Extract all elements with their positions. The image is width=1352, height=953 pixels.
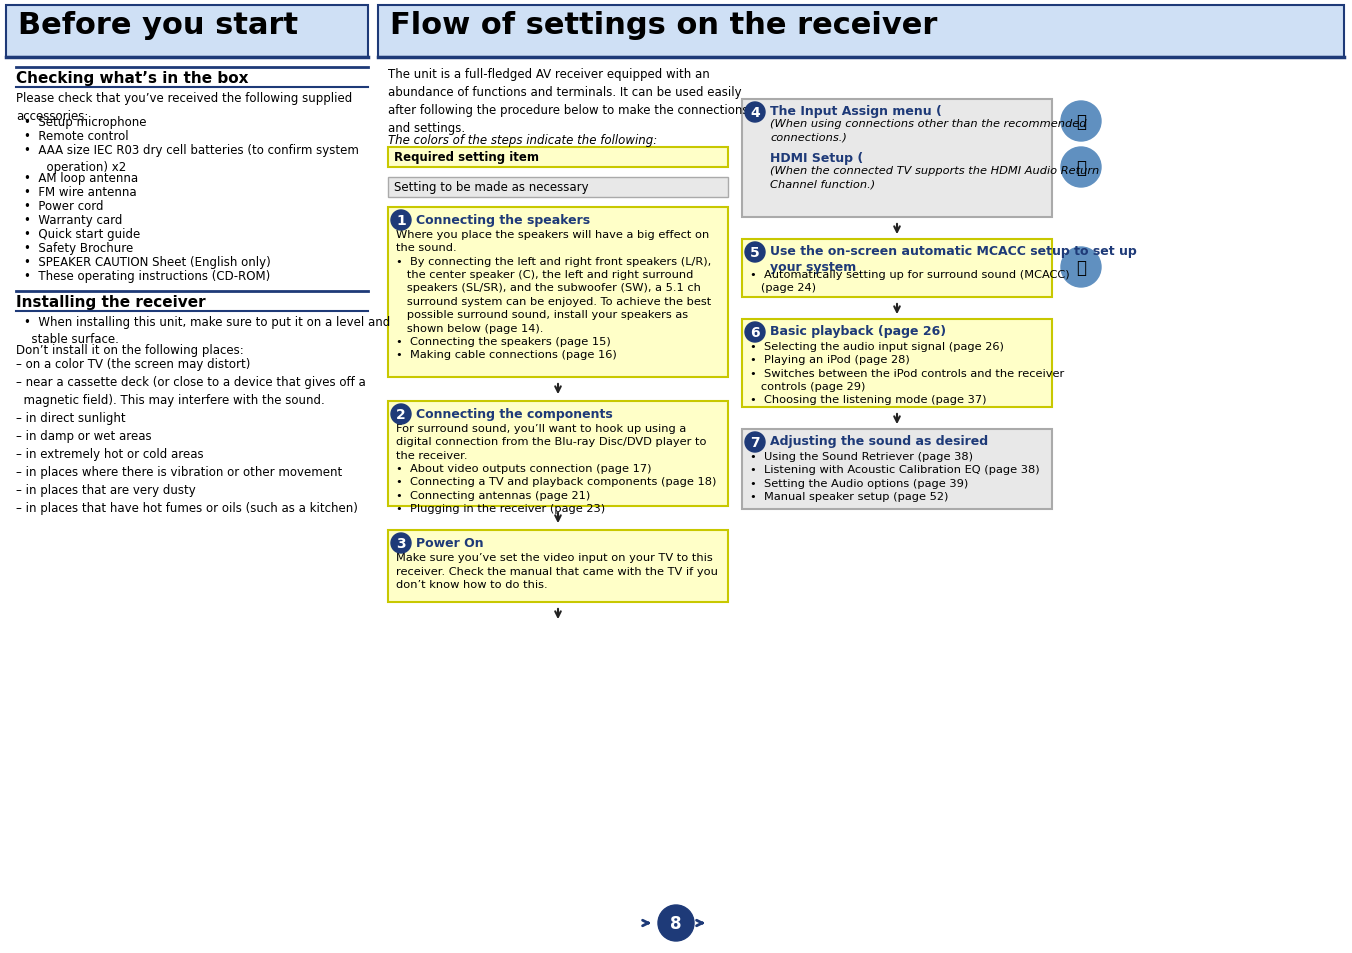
Circle shape xyxy=(391,405,411,424)
Circle shape xyxy=(745,433,765,453)
Text: •  SPEAKER CAUTION Sheet (English only): • SPEAKER CAUTION Sheet (English only) xyxy=(24,255,270,269)
Text: – on a color TV (the screen may distort)
– near a cassette deck (or close to a d: – on a color TV (the screen may distort)… xyxy=(16,357,366,515)
Circle shape xyxy=(1061,102,1101,142)
Bar xyxy=(379,6,1344,58)
Text: The unit is a full-fledged AV receiver equipped with an
abundance of functions a: The unit is a full-fledged AV receiver e… xyxy=(388,68,749,135)
Text: •  FM wire antenna: • FM wire antenna xyxy=(24,186,137,199)
Text: •  Selecting the audio input signal (page 26)
•  Playing an iPod (page 28)
•  Sw: • Selecting the audio input signal (page… xyxy=(750,341,1064,405)
Circle shape xyxy=(391,211,411,231)
Text: For surround sound, you’ll want to hook up using a
digital connection from the B: For surround sound, you’ll want to hook … xyxy=(396,423,717,514)
Text: •  Remote control: • Remote control xyxy=(24,130,128,143)
Bar xyxy=(742,430,1052,510)
Text: 8: 8 xyxy=(671,914,681,932)
Text: •  AAA size IEC R03 dry cell batteries (to confirm system
      operation) x2: • AAA size IEC R03 dry cell batteries (t… xyxy=(24,144,358,173)
Text: Installing the receiver: Installing the receiver xyxy=(16,294,206,310)
Text: •  AM loop antenna: • AM loop antenna xyxy=(24,172,138,185)
Text: The colors of the steps indicate the following:: The colors of the steps indicate the fol… xyxy=(388,133,657,147)
Text: Use the on-screen automatic MCACC setup to set up
your system: Use the on-screen automatic MCACC setup … xyxy=(771,245,1137,274)
Bar xyxy=(388,208,727,377)
Text: 1: 1 xyxy=(396,213,406,228)
Text: Required setting item: Required setting item xyxy=(393,151,539,164)
Text: •  Warranty card: • Warranty card xyxy=(24,213,123,227)
Bar xyxy=(742,240,1052,297)
Text: 5: 5 xyxy=(750,246,760,260)
Circle shape xyxy=(391,534,411,554)
Text: The Input Assign menu (: The Input Assign menu ( xyxy=(771,105,942,118)
Text: Don’t install it on the following places:: Don’t install it on the following places… xyxy=(16,344,243,356)
Text: (When the connected TV supports the HDMI Audio Return
Channel function.): (When the connected TV supports the HDMI… xyxy=(771,166,1099,189)
Text: •  Power cord: • Power cord xyxy=(24,200,104,213)
Text: •  Quick start guide: • Quick start guide xyxy=(24,228,141,241)
Text: Connecting the speakers: Connecting the speakers xyxy=(416,213,589,227)
Text: •  Using the Sound Retriever (page 38)
•  Listening with Acoustic Calibration EQ: • Using the Sound Retriever (page 38) • … xyxy=(750,452,1040,501)
Bar xyxy=(5,6,368,58)
Bar xyxy=(388,401,727,506)
Text: 📖: 📖 xyxy=(1076,112,1086,131)
Text: 3: 3 xyxy=(396,537,406,551)
Text: Adjusting the sound as desired: Adjusting the sound as desired xyxy=(771,435,988,448)
Bar xyxy=(742,100,1052,218)
Circle shape xyxy=(658,905,694,941)
Text: •  Setup microphone: • Setup microphone xyxy=(24,116,146,129)
Text: Power On: Power On xyxy=(416,537,484,550)
Bar xyxy=(388,531,727,602)
Text: Flow of settings on the receiver: Flow of settings on the receiver xyxy=(389,11,937,40)
Text: •  Automatically setting up for surround sound (MCACC)
   (page 24): • Automatically setting up for surround … xyxy=(750,270,1069,294)
Text: Please check that you’ve received the following supplied
accessories:: Please check that you’ve received the fo… xyxy=(16,91,353,123)
Circle shape xyxy=(745,323,765,343)
Text: 4: 4 xyxy=(750,106,760,120)
Text: •  These operating instructions (CD-ROM): • These operating instructions (CD-ROM) xyxy=(24,270,270,283)
Text: Connecting the components: Connecting the components xyxy=(416,408,612,420)
Text: •  Safety Brochure: • Safety Brochure xyxy=(24,242,134,254)
Circle shape xyxy=(745,243,765,263)
Text: •  When installing this unit, make sure to put it on a level and
  stable surfac: • When installing this unit, make sure t… xyxy=(24,315,391,346)
Text: HDMI Setup (: HDMI Setup ( xyxy=(771,152,863,165)
Bar xyxy=(742,319,1052,408)
Text: Checking what’s in the box: Checking what’s in the box xyxy=(16,71,249,86)
Text: Where you place the speakers will have a big effect on
the sound.
•  By connecti: Where you place the speakers will have a… xyxy=(396,230,711,360)
Bar xyxy=(388,148,727,168)
Text: (When using connections other than the recommended
connections.): (When using connections other than the r… xyxy=(771,119,1087,142)
Text: Basic playback (page 26): Basic playback (page 26) xyxy=(771,325,946,337)
Text: 📷: 📷 xyxy=(1076,159,1086,177)
Text: Make sure you’ve set the video input on your TV to this
receiver. Check the manu: Make sure you’ve set the video input on … xyxy=(396,553,718,590)
Text: 6: 6 xyxy=(750,326,760,339)
Circle shape xyxy=(745,103,765,123)
Text: Setting to be made as necessary: Setting to be made as necessary xyxy=(393,181,588,193)
Text: 7: 7 xyxy=(750,436,760,450)
Text: 2: 2 xyxy=(396,408,406,421)
Text: Before you start: Before you start xyxy=(18,11,299,40)
Circle shape xyxy=(1061,248,1101,288)
Circle shape xyxy=(1061,148,1101,188)
Bar xyxy=(388,178,727,198)
Text: ❓: ❓ xyxy=(1076,258,1086,276)
